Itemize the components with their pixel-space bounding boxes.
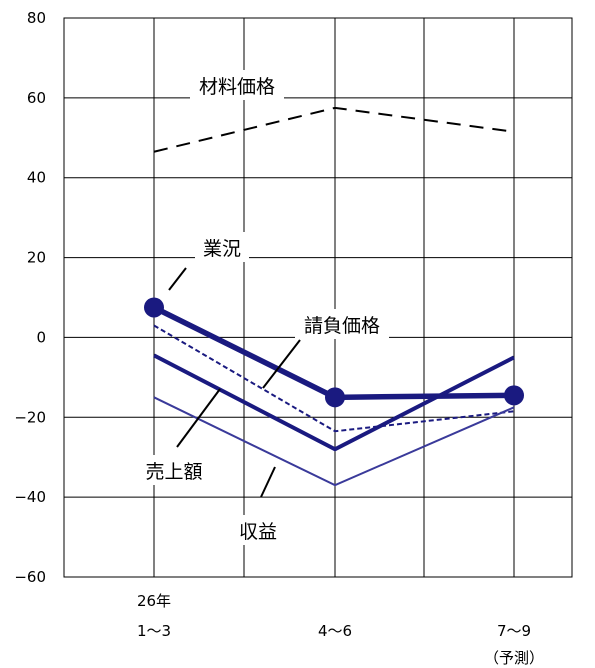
- x-tick-label: 1〜3: [137, 622, 171, 640]
- leader-line: [176, 388, 221, 448]
- x-tick-label: （予測）: [484, 649, 544, 667]
- y-tick-label: −60: [14, 568, 46, 586]
- label-leader-lines: [168, 267, 301, 498]
- series-label-bg: [195, 232, 249, 262]
- series-label-bg: [137, 455, 211, 485]
- y-tick-label: 40: [27, 169, 46, 187]
- x-tick-label: 4〜6: [318, 622, 352, 640]
- leader-line: [168, 267, 187, 291]
- leader-line: [262, 339, 301, 389]
- series-line: [153, 324, 515, 433]
- y-tick-label: 20: [27, 249, 46, 267]
- series-marker: [144, 297, 164, 318]
- series-marker: [325, 387, 345, 408]
- grid: [64, 17, 572, 578]
- series-label: 業況: [203, 238, 241, 260]
- y-tick-label: 0: [36, 328, 46, 346]
- series-line: [153, 106, 515, 153]
- leader-line: [260, 466, 276, 498]
- x-axis-ticks: 26年 1〜3 4〜6 7〜9 （予測）: [137, 592, 544, 667]
- y-tick-label: −40: [14, 488, 46, 506]
- series-label: 収益: [239, 521, 277, 543]
- series-lines: [144, 106, 524, 487]
- y-tick-label: 80: [27, 9, 46, 27]
- series-label-bg: [231, 515, 285, 545]
- series-label-bg: [295, 309, 389, 339]
- plot-area-frame: [63, 17, 573, 578]
- x-tick-label: 26年: [137, 592, 171, 610]
- series-marker: [504, 385, 524, 406]
- y-tick-label: −20: [14, 408, 46, 426]
- series-label-bg: [190, 70, 284, 100]
- series-label: 請負価格: [304, 315, 380, 337]
- series-label: 売上額: [145, 461, 202, 483]
- series-line: [153, 396, 515, 487]
- series-line: [153, 353, 515, 452]
- y-axis-ticks: 80 60 40 20 0 −20 −40 −60: [14, 9, 46, 586]
- y-tick-label: 60: [27, 89, 46, 107]
- series-label: 材料価格: [199, 76, 275, 98]
- x-tick-label: 7〜9: [497, 622, 531, 640]
